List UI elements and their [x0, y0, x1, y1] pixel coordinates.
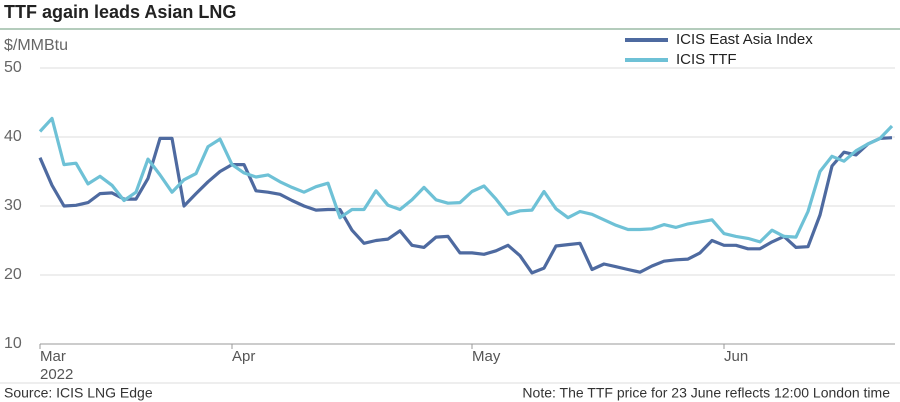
- source: Source: ICIS LNG Edge: [4, 385, 153, 401]
- series-line: [38, 136, 893, 275]
- y-tick-label: 30: [4, 197, 22, 214]
- y-tick-label: 40: [4, 128, 22, 145]
- x-tick-label: Mar: [40, 348, 66, 365]
- legend-label: ICIS TTF: [676, 51, 737, 68]
- y-tick-label: 20: [4, 266, 22, 283]
- y-tick-label: 50: [4, 59, 22, 76]
- note: Note: The TTF price for 23 June reflects…: [522, 385, 890, 401]
- x-tick-label: Jun: [724, 348, 748, 365]
- chart-title: TTF again leads Asian LNG: [4, 2, 236, 22]
- year-label: 2022: [40, 366, 73, 383]
- y-axis-label: $/MMBtu: [4, 37, 68, 54]
- y-tick-label: 10: [4, 335, 22, 352]
- series-line: [38, 116, 894, 244]
- x-tick-label: May: [472, 348, 501, 365]
- legend-label: ICIS East Asia Index: [676, 31, 813, 48]
- x-tick-label: Apr: [232, 348, 255, 365]
